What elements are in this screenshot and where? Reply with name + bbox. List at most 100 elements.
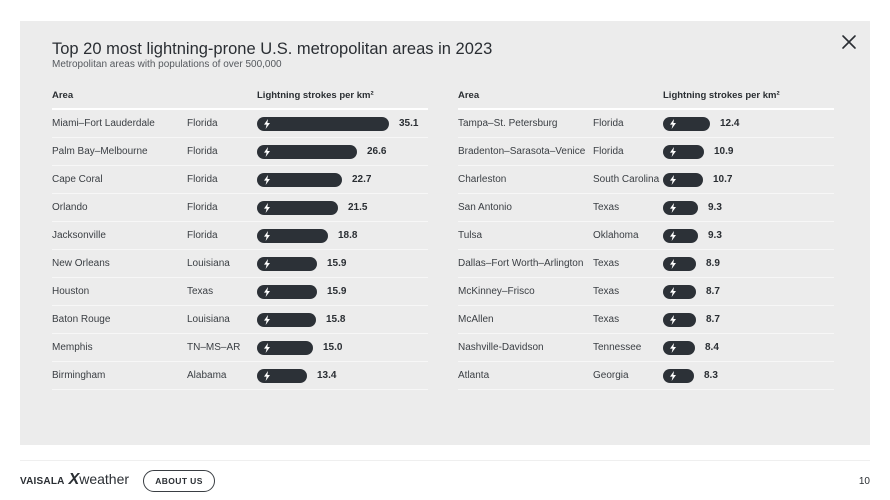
bar [257, 173, 342, 187]
lightning-bolt-icon [670, 119, 676, 129]
state-name: Texas [187, 286, 214, 297]
bar [257, 313, 316, 327]
data-label: 8.9 [706, 258, 720, 269]
area-name: New Orleans [52, 258, 110, 269]
bar [663, 145, 704, 159]
data-label: 22.7 [352, 174, 372, 185]
table-body-left: Miami–Fort Lauderdale Florida 35.1 Palm Bay… [52, 110, 428, 390]
area-name: Cape Coral [52, 174, 103, 185]
column-header-area: Area [458, 90, 480, 101]
table-row: Nashville-Davidson Tennessee 8.4 [458, 334, 834, 362]
state-name: TN–MS–AR [187, 342, 241, 353]
state-name: Texas [593, 258, 620, 269]
table-row: Birmingham Alabama 13.4 [52, 362, 428, 390]
area-name: Charleston [458, 174, 507, 185]
bar [663, 117, 710, 131]
table-body-right: Tampa–St. Petersburg Florida 12.4 Bradenton… [458, 110, 834, 390]
column-header-area: Area [52, 90, 74, 101]
chart-subtitle: Metropolitan areas with populations of o… [52, 59, 282, 70]
table-row: Jacksonville Florida 18.8 [52, 222, 428, 250]
table-row: Houston Texas 15.9 [52, 278, 428, 306]
brand-logo[interactable]: VAISALA Xweather [20, 471, 129, 489]
data-label: 9.3 [708, 202, 722, 213]
table-row: Memphis TN–MS–AR 15.0 [52, 334, 428, 362]
data-label: 18.8 [338, 230, 358, 241]
footer-divider [20, 460, 870, 461]
lightning-bolt-icon [670, 315, 676, 325]
table-row: San Antonio Texas 9.3 [458, 194, 834, 222]
table-row: McKinney–Frisco Texas 8.7 [458, 278, 834, 306]
table-header: Area Lightning strokes per km² [458, 83, 834, 110]
data-label: 8.7 [706, 314, 720, 325]
data-label: 8.3 [704, 370, 718, 381]
lightning-bolt-icon [264, 315, 270, 325]
area-name: Tulsa [458, 230, 483, 241]
state-name: Florida [187, 146, 218, 157]
lightning-bolt-icon [264, 231, 270, 241]
modal-panel: Top 20 most lightning-prone U.S. metropo… [20, 21, 870, 445]
data-label: 21.5 [348, 202, 368, 213]
state-name: Florida [593, 118, 624, 129]
bar [257, 145, 357, 159]
bar [257, 201, 338, 215]
chart-title: Top 20 most lightning-prone U.S. metropo… [52, 40, 493, 58]
about-us-button[interactable]: ABOUT US [143, 470, 215, 492]
area-name: Orlando [52, 202, 88, 213]
table-header: Area Lightning strokes per km² [52, 83, 428, 110]
table-row: Tulsa Oklahoma 9.3 [458, 222, 834, 250]
lightning-bolt-icon [264, 175, 270, 185]
bar [663, 369, 694, 383]
product-name: Xweather [69, 471, 129, 489]
column-header-strokes: Lightning strokes per km² [663, 90, 780, 101]
column-header-strokes: Lightning strokes per km² [257, 90, 374, 101]
state-name: South Carolina [593, 174, 660, 185]
data-label: 15.8 [326, 314, 346, 325]
data-label: 8.4 [705, 342, 719, 353]
bar [257, 257, 317, 271]
lightning-bolt-icon [264, 287, 270, 297]
page-number: 10 [858, 476, 870, 487]
state-name: Florida [187, 118, 218, 129]
state-name: Texas [593, 202, 620, 213]
data-label: 15.9 [327, 258, 347, 269]
data-label: 12.4 [720, 118, 740, 129]
lightning-bolt-icon [670, 259, 676, 269]
lightning-bolt-icon [670, 231, 676, 241]
data-label: 10.7 [713, 174, 733, 185]
lightning-bolt-icon [264, 343, 270, 353]
bar [663, 229, 698, 243]
state-name: Florida [593, 146, 624, 157]
area-name: Palm Bay–Melbourne [52, 146, 148, 157]
state-name: Georgia [593, 370, 629, 381]
state-name: Texas [593, 286, 620, 297]
table-row: Charleston South Carolina 10.7 [458, 166, 834, 194]
bar [257, 117, 389, 131]
table-row: Miami–Fort Lauderdale Florida 35.1 [52, 110, 428, 138]
state-name: Louisiana [187, 314, 230, 325]
lightning-bolt-icon [264, 371, 270, 381]
area-name: McAllen [458, 314, 494, 325]
data-label: 13.4 [317, 370, 337, 381]
product-x: X [68, 471, 80, 488]
state-name: Florida [187, 174, 218, 185]
area-name: Nashville-Davidson [458, 342, 544, 353]
lightning-bolt-icon [264, 147, 270, 157]
area-name: Bradenton–Sarasota–Venice [458, 146, 586, 157]
area-name: Dallas–Fort Worth–Arlington [458, 258, 584, 269]
table-row: Cape Coral Florida 22.7 [52, 166, 428, 194]
state-name: Oklahoma [593, 230, 639, 241]
area-name: Baton Rouge [52, 314, 111, 325]
table-row: Dallas–Fort Worth–Arlington Texas 8.9 [458, 250, 834, 278]
area-name: Atlanta [458, 370, 490, 381]
lightning-bolt-icon [670, 203, 676, 213]
data-label: 9.3 [708, 230, 722, 241]
state-name: Florida [187, 230, 218, 241]
lightning-bolt-icon [670, 147, 676, 157]
close-button[interactable] [840, 33, 858, 51]
table-right: Area Lightning strokes per km² Tampa–St.… [458, 83, 834, 390]
area-name: McKinney–Frisco [458, 286, 535, 297]
area-name: Houston [52, 286, 90, 297]
bar [257, 229, 328, 243]
data-label: 15.9 [327, 286, 347, 297]
state-name: Texas [593, 314, 620, 325]
